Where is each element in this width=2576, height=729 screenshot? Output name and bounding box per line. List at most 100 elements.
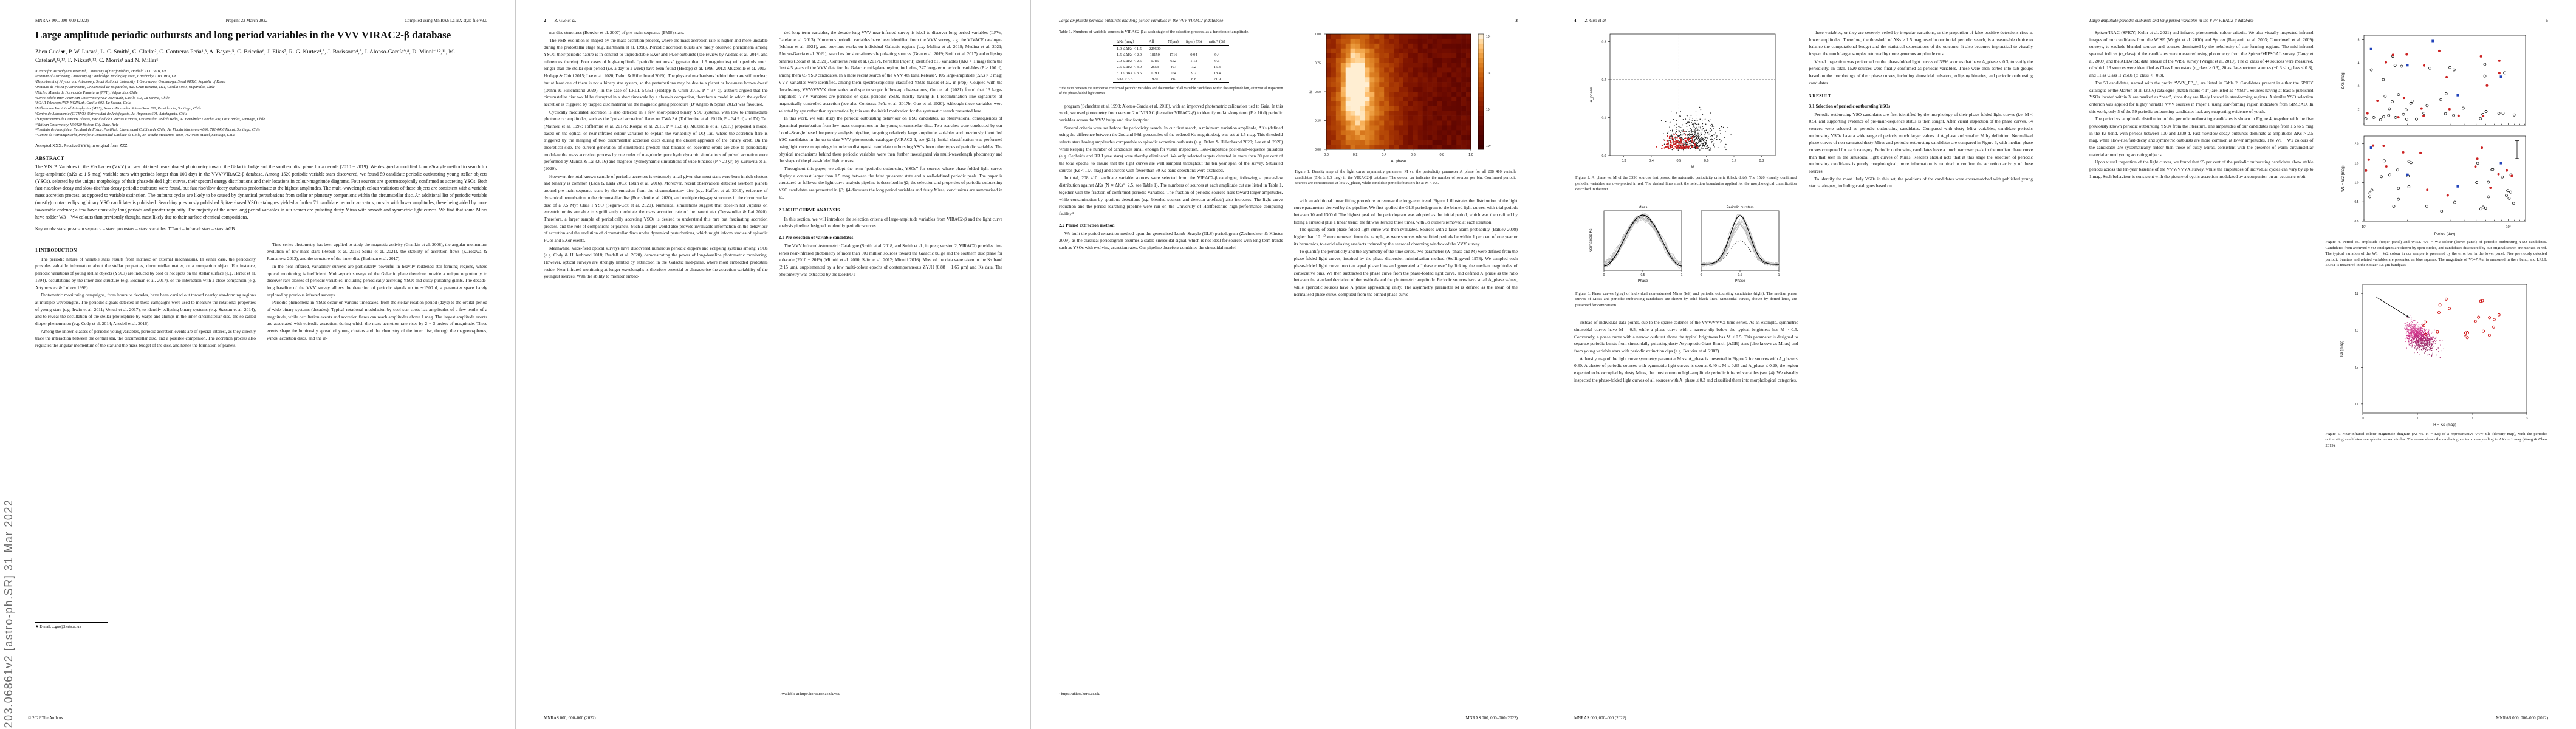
plot-mark [1379, 115, 1385, 121]
page-2-column-1-text: ner disc structures (Bouvier et al. 2007… [544, 29, 768, 281]
plot-mark [1478, 77, 1484, 83]
plot-mark [1702, 140, 1704, 142]
axis-label: 0.8 [1439, 153, 1444, 157]
plot-mark [1413, 67, 1418, 73]
plot-mark [1674, 146, 1676, 148]
plot-mark [1379, 43, 1385, 49]
plot-mark [1663, 147, 1666, 149]
plot-mark [1687, 145, 1690, 148]
plot-mark [2382, 78, 2385, 81]
plot-mark [2419, 336, 2420, 337]
plot-mark [1699, 135, 1700, 137]
plot-mark [2414, 333, 2416, 334]
plot-mark [1682, 130, 1684, 132]
running-authors: Z. Guo et al. [1584, 18, 1607, 23]
plot-mark [2369, 146, 2372, 149]
plot-mark [2411, 334, 2412, 335]
plot-mark [2416, 330, 2417, 332]
plot-mark [1340, 96, 1346, 102]
plot-mark [1676, 120, 1677, 122]
plot-mark [2431, 345, 2433, 346]
running-authors: Z. Guo et al. [554, 18, 577, 23]
plot-mark [1355, 34, 1360, 39]
plot-mark [2420, 327, 2422, 329]
plot-mark [2422, 335, 2424, 337]
plot-mark [1465, 145, 1471, 150]
plot-mark [2397, 116, 2400, 119]
plot-mark [1355, 77, 1360, 83]
plot-mark [1417, 125, 1423, 131]
plot-mark [1413, 96, 1418, 102]
plot-mark [2420, 344, 2421, 346]
plot-mark [1701, 222, 1780, 267]
plot-mark [1374, 145, 1380, 150]
plot-mark [2481, 205, 2485, 209]
plot-mark [1398, 72, 1403, 78]
plot-mark [1456, 111, 1462, 116]
plot-mark [1694, 134, 1696, 135]
plot-mark [1456, 145, 1462, 150]
figure-2-caption: Figure 2. A_phase vs. M of the 3396 sour… [1575, 176, 1797, 192]
plot-mark [1713, 143, 1714, 145]
plot-mark [1422, 130, 1428, 135]
plot-mark [1442, 72, 1447, 78]
plot-mark [2426, 344, 2427, 346]
plot-mark [2369, 47, 2372, 50]
plot-mark [1676, 112, 1677, 114]
plot-mark [1442, 145, 1447, 150]
plot-mark [2489, 186, 2492, 189]
plot-mark [1365, 67, 1370, 73]
plot-mark [1699, 139, 1701, 140]
plot-mark [1693, 125, 1695, 126]
plot-mark [2475, 181, 2478, 184]
plot-mark [1331, 135, 1336, 140]
plot-mark [1461, 125, 1467, 131]
plot-mark [1360, 106, 1365, 111]
plot-mark [1676, 145, 1677, 146]
plot-mark [1345, 77, 1351, 83]
plot-mark [1379, 53, 1385, 58]
plot-mark [2484, 207, 2487, 210]
plot-mark [2368, 191, 2371, 195]
plot-mark [1700, 127, 1701, 128]
plot-mark [1691, 131, 1693, 132]
plot-mark [1326, 53, 1331, 58]
plot-mark [1668, 148, 1669, 150]
axis-label: M [1691, 165, 1694, 169]
plot-mark [1369, 111, 1375, 116]
table-cell: 1.0 ≤ ΔKs < 1.5 [1116, 46, 1142, 51]
plot-mark [2497, 112, 2501, 115]
plot-mark [1398, 38, 1403, 44]
plot-mark [1388, 58, 1394, 63]
plot-mark [1442, 67, 1447, 73]
plot-mark [2465, 330, 2469, 334]
table-cell: 3.0 ≤ ΔKs < 3.5 [1116, 70, 1142, 75]
axis-label: 1 [1681, 273, 1683, 277]
plot-mark [1326, 125, 1331, 131]
axis-label: 0.6 [1704, 159, 1709, 163]
plot-mark [1700, 141, 1702, 143]
plot-mark [1388, 135, 1394, 140]
plot-mark [2424, 347, 2425, 349]
axis-label: 2 [2357, 108, 2359, 111]
plot-mark [1365, 34, 1370, 39]
plot-mark [2492, 318, 2496, 321]
table-row: 1.5 ≤ ΔKs < 2.0 18150 1716 0.94 9.4 [1113, 52, 1229, 58]
plot-mark [2414, 345, 2416, 346]
plot-mark [1673, 133, 1674, 135]
plot-mark [1451, 111, 1457, 116]
table-cell: 9.2 [1191, 70, 1196, 75]
page-4-footer: MNRAS 000, 000–000 (2022) [1574, 716, 1626, 720]
plot-mark [1369, 96, 1375, 102]
plot-mark [1679, 126, 1681, 128]
plot-mark [2432, 336, 2433, 337]
plot-mark [1340, 67, 1346, 73]
plot-mark [1393, 67, 1399, 73]
plot-mark [2425, 334, 2427, 335]
plot-mark [1670, 122, 1671, 123]
plot-mark [1379, 140, 1385, 145]
plot-mark [2430, 347, 2431, 348]
plot-mark [2400, 64, 2403, 68]
plot-mark [1461, 87, 1467, 92]
plot-mark [1417, 120, 1423, 126]
